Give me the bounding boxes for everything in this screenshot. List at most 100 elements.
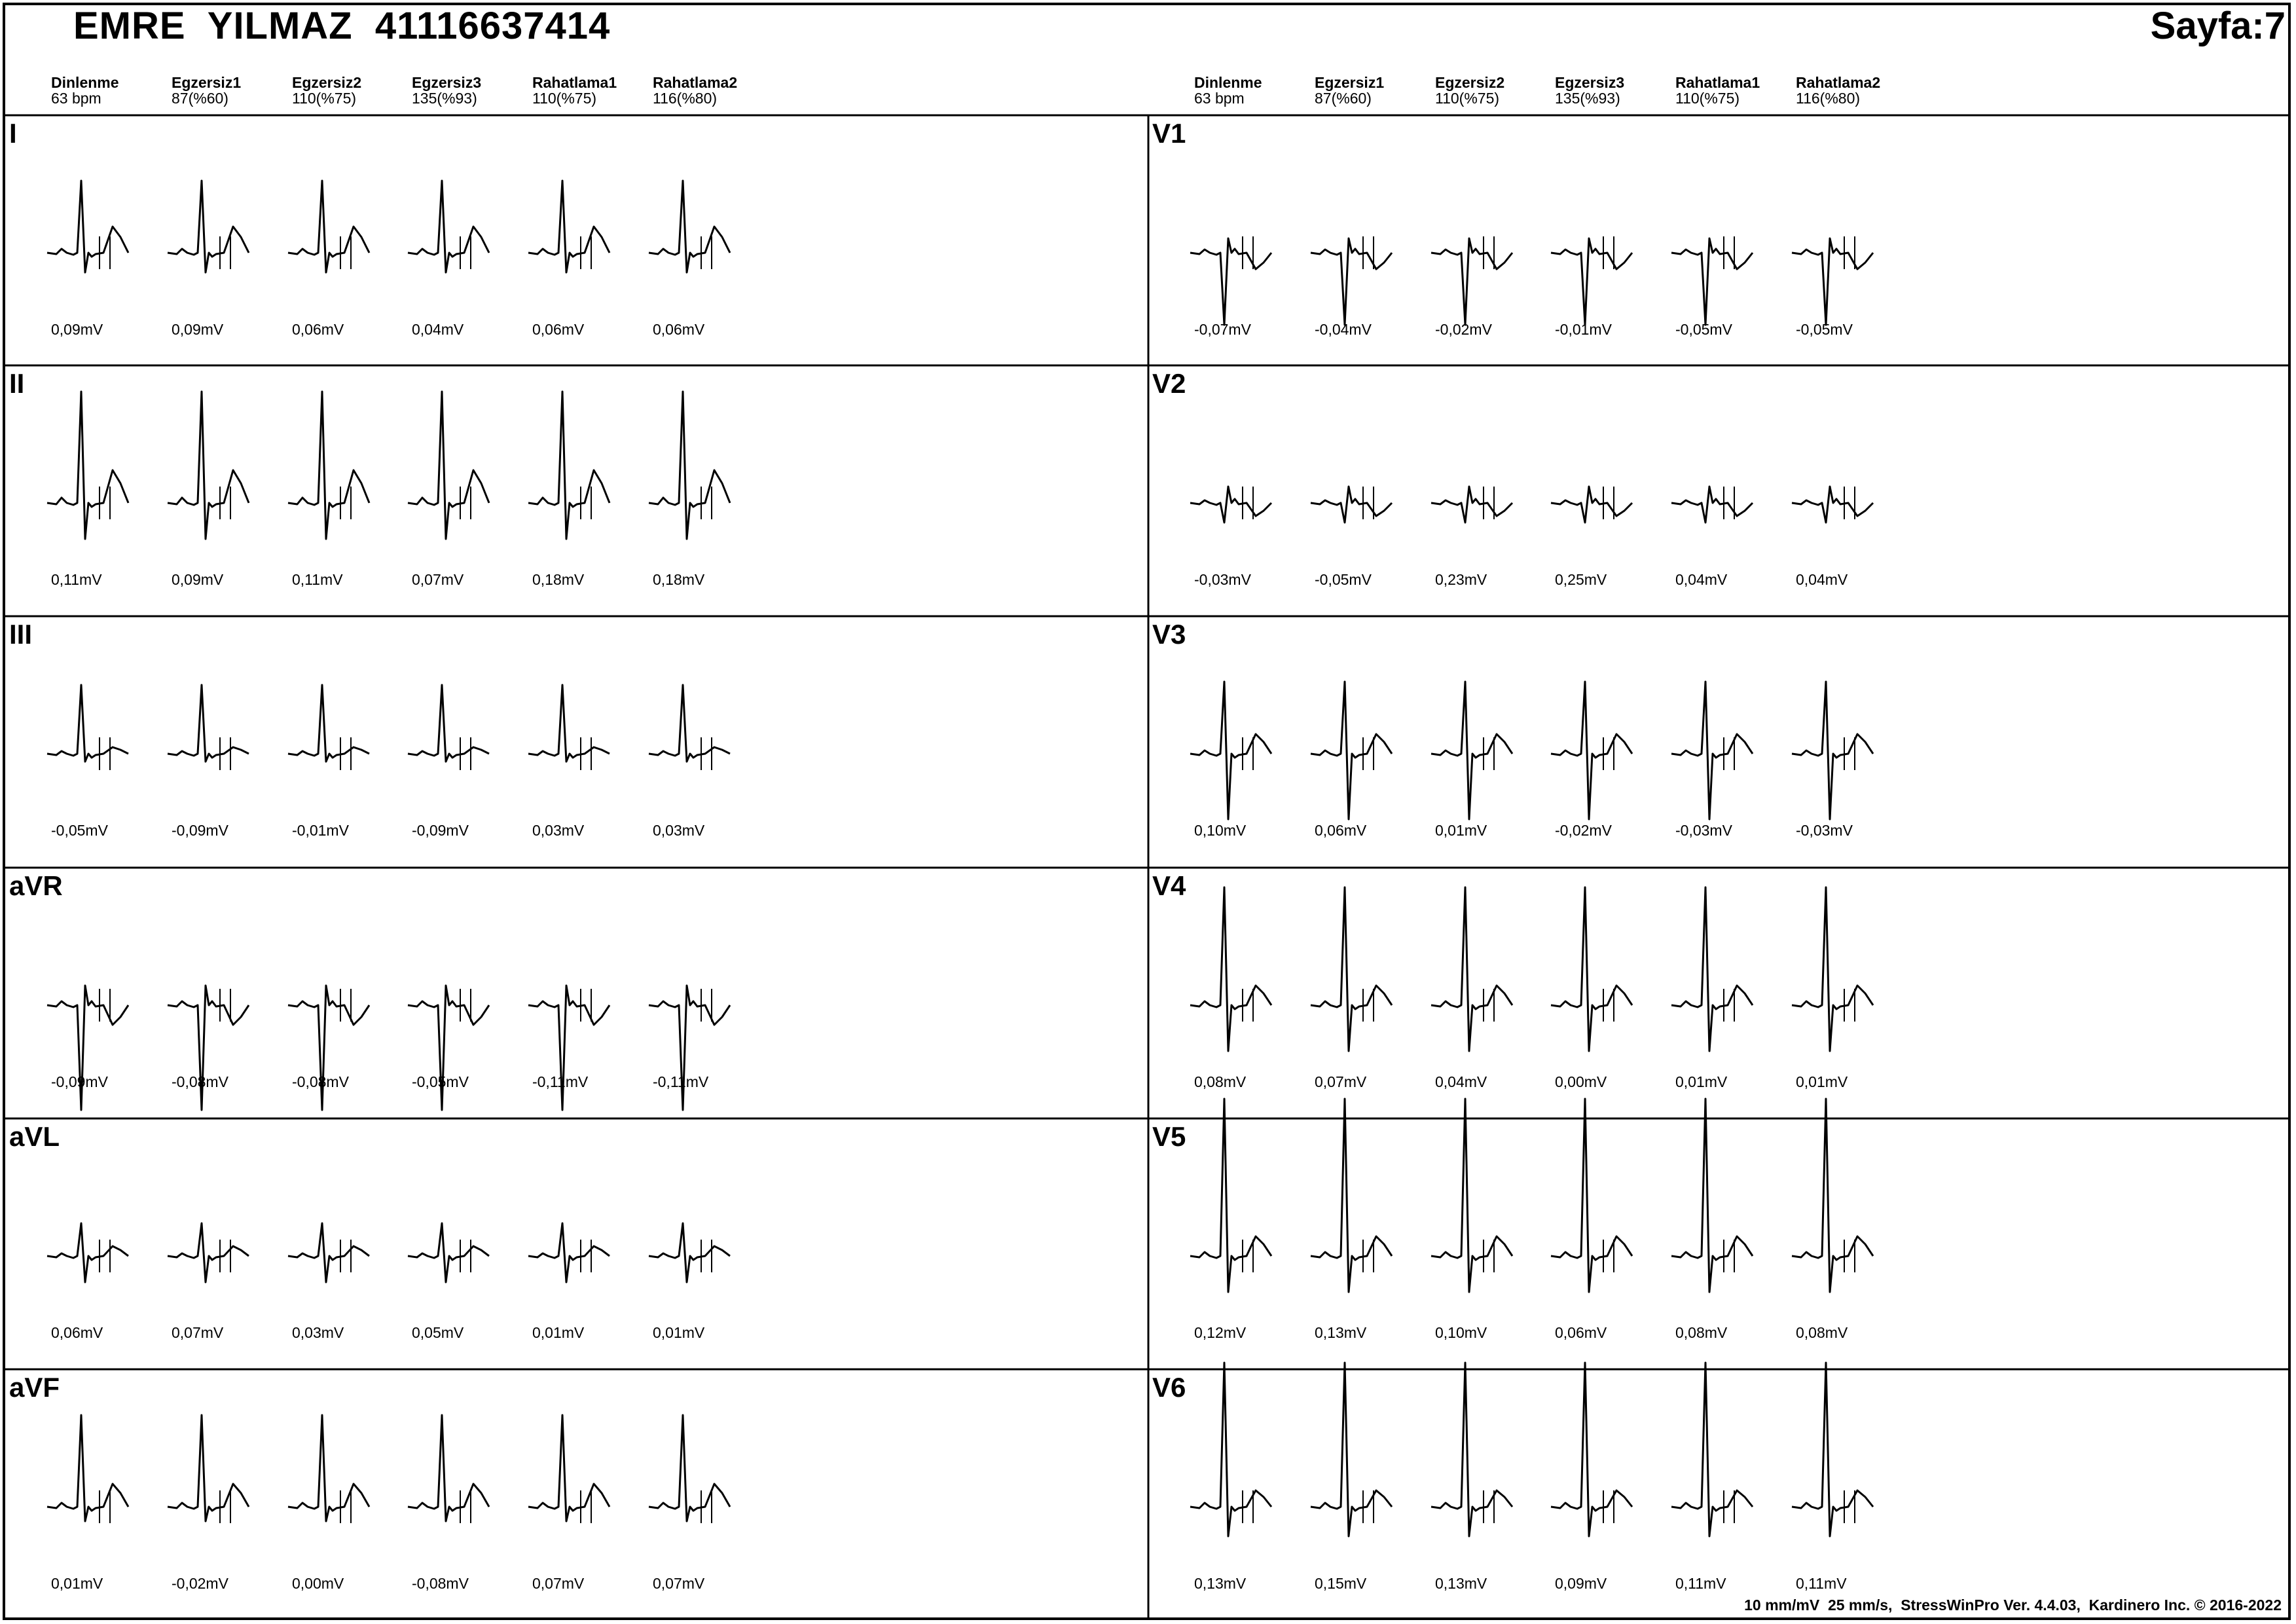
stage-header-5: Rahatlama1 110(%75) <box>1675 75 1760 106</box>
ecg-beat-v5-5 <box>1671 1098 1754 1293</box>
st-amplitude-value: 0,12mV <box>1194 1324 1247 1341</box>
st-amplitude-value: -0,01mV <box>1555 321 1612 338</box>
st-amplitude-value: -0,04mV <box>1315 321 1372 338</box>
st-amplitude-value: -0,09mV <box>172 822 228 839</box>
st-amplitude-value: 0,09mV <box>1555 1575 1607 1592</box>
ecg-beat-v1-5 <box>1671 237 1754 326</box>
st-amplitude-value: -0,03mV <box>1796 822 1853 839</box>
stage-value: 63 bpm <box>51 90 101 107</box>
ecg-beat-v5-1 <box>1190 1098 1273 1293</box>
st-amplitude-value: 0,23mV <box>1435 571 1487 588</box>
st-amplitude-value: -0,11mV <box>653 1073 709 1090</box>
st-amplitude-value: 0,06mV <box>653 321 705 338</box>
st-amplitude-value: -0,08mV <box>292 1073 349 1090</box>
ecg-beat-v6-5 <box>1671 1361 1754 1538</box>
st-amplitude-value: 0,07mV <box>653 1575 705 1592</box>
footer-software: StressWinPro Ver. 4.4.03, Kardinero Inc.… <box>1901 1596 2282 1614</box>
st-amplitude-value: 0,11mV <box>1675 1575 1726 1592</box>
st-amplitude-value: 0,25mV <box>1555 571 1607 588</box>
st-amplitude-value: 0,00mV <box>292 1575 344 1592</box>
ecg-beat-iii-4 <box>407 684 490 763</box>
st-amplitude-value: -0,07mV <box>1194 321 1251 338</box>
page-number: Sayfa:7 <box>2150 5 2286 47</box>
stage-header-1: Dinlenme 63 bpm <box>1194 75 1262 106</box>
stage-name: Egzersiz3 <box>1555 74 1625 91</box>
st-amplitude-value: 0,09mV <box>51 321 103 338</box>
ecg-beat-v3-3 <box>1430 680 1514 821</box>
ecg-beat-v4-3 <box>1430 886 1514 1052</box>
ecg-beat-v2-4 <box>1550 485 1633 524</box>
st-amplitude-value: 0,03mV <box>653 822 705 839</box>
st-amplitude-value: -0,11mV <box>532 1073 589 1090</box>
ecg-beat-i-5 <box>528 179 611 274</box>
st-amplitude-value: -0,05mV <box>1315 571 1372 588</box>
stage-name: Dinlenme <box>51 74 119 91</box>
st-amplitude-value: -0,05mV <box>51 822 108 839</box>
st-amplitude-value: 0,04mV <box>1796 571 1848 588</box>
stage-name: Rahatlama1 <box>532 74 617 91</box>
stage-header-6: Rahatlama2 116(%80) <box>1796 75 1880 106</box>
ecg-beat-avf-3 <box>287 1414 371 1522</box>
ecg-beat-v1-3 <box>1430 237 1514 326</box>
st-amplitude-value: 0,05mV <box>412 1324 464 1341</box>
ecg-beat-avr-2 <box>167 984 250 1111</box>
stage-header-2: Egzersiz1 87(%60) <box>172 75 241 106</box>
ecg-beat-avr-1 <box>46 984 130 1111</box>
ecg-beat-v4-6 <box>1791 886 1874 1052</box>
st-amplitude-value: 0,04mV <box>412 321 464 338</box>
stage-value: 116(%80) <box>653 90 718 107</box>
lead-label-v1: V1 <box>1152 118 1186 149</box>
patient-id: 41116637414 <box>374 5 611 47</box>
st-amplitude-value: 0,13mV <box>1194 1575 1247 1592</box>
stage-header-1: Dinlenme 63 bpm <box>51 75 119 106</box>
st-amplitude-value: 0,07mV <box>1315 1073 1367 1090</box>
ecg-beat-ii-3 <box>287 390 371 540</box>
st-amplitude-value: -0,08mV <box>172 1073 228 1090</box>
st-amplitude-value: 0,11mV <box>292 571 343 588</box>
footer-info: 10 mm/mV 25 mm/s, StressWinPro Ver. 4.4.… <box>1744 1596 2282 1614</box>
ecg-beat-v1-6 <box>1791 237 1874 326</box>
stage-name: Egzersiz3 <box>412 74 482 91</box>
ecg-beat-avf-2 <box>167 1414 250 1522</box>
st-amplitude-value: 0,06mV <box>1315 822 1367 839</box>
ecg-beat-avl-4 <box>407 1222 490 1283</box>
ecg-beat-avl-6 <box>648 1222 731 1283</box>
st-amplitude-value: 0,01mV <box>1675 1073 1728 1090</box>
ecg-beat-i-3 <box>287 179 371 274</box>
st-amplitude-value: 0,11mV <box>1796 1575 1847 1592</box>
ecg-beat-v4-5 <box>1671 886 1754 1052</box>
st-amplitude-value: 0,06mV <box>51 1324 103 1341</box>
lead-label-avr: aVR <box>9 870 63 901</box>
st-amplitude-value: 0,11mV <box>51 571 102 588</box>
stage-name: Egzersiz1 <box>1315 74 1385 91</box>
ecg-beat-i-6 <box>648 179 731 274</box>
ecg-beat-v3-2 <box>1310 680 1393 821</box>
ecg-beat-v1-2 <box>1310 237 1393 326</box>
st-amplitude-value: 0,13mV <box>1435 1575 1487 1592</box>
ecg-beat-avl-3 <box>287 1222 370 1283</box>
st-amplitude-value: 0,07mV <box>532 1575 585 1592</box>
ecg-beat-v3-4 <box>1550 680 1633 821</box>
ecg-beat-i-1 <box>46 179 130 274</box>
ecg-beat-avr-4 <box>407 984 490 1111</box>
ecg-beat-ii-2 <box>167 390 250 540</box>
stage-header-3: Egzersiz2 110(%75) <box>292 75 361 106</box>
stage-header-4: Egzersiz3 135(%93) <box>412 75 481 106</box>
st-amplitude-value: -0,03mV <box>1194 571 1251 588</box>
st-amplitude-value: 0,01mV <box>51 1575 103 1592</box>
stage-name: Egzersiz2 <box>292 74 362 91</box>
st-amplitude-value: 0,01mV <box>653 1324 705 1341</box>
st-amplitude-value: 0,09mV <box>172 321 224 338</box>
ecg-beat-v6-3 <box>1430 1361 1514 1538</box>
footer-calibration: 10 mm/mV 25 mm/s, <box>1744 1596 1893 1614</box>
patient-header: EMRE YILMAZ 41116637414 <box>73 4 610 48</box>
stage-name: Rahatlama2 <box>653 74 738 91</box>
lead-label-v3: V3 <box>1152 619 1186 650</box>
ecg-beat-v1-4 <box>1550 237 1633 326</box>
ecg-beat-v5-3 <box>1430 1098 1514 1293</box>
stage-header-6: Rahatlama2 116(%80) <box>653 75 737 106</box>
st-amplitude-value: 0,03mV <box>532 822 585 839</box>
st-amplitude-value: 0,06mV <box>292 321 344 338</box>
stage-header-5: Rahatlama1 110(%75) <box>532 75 617 106</box>
